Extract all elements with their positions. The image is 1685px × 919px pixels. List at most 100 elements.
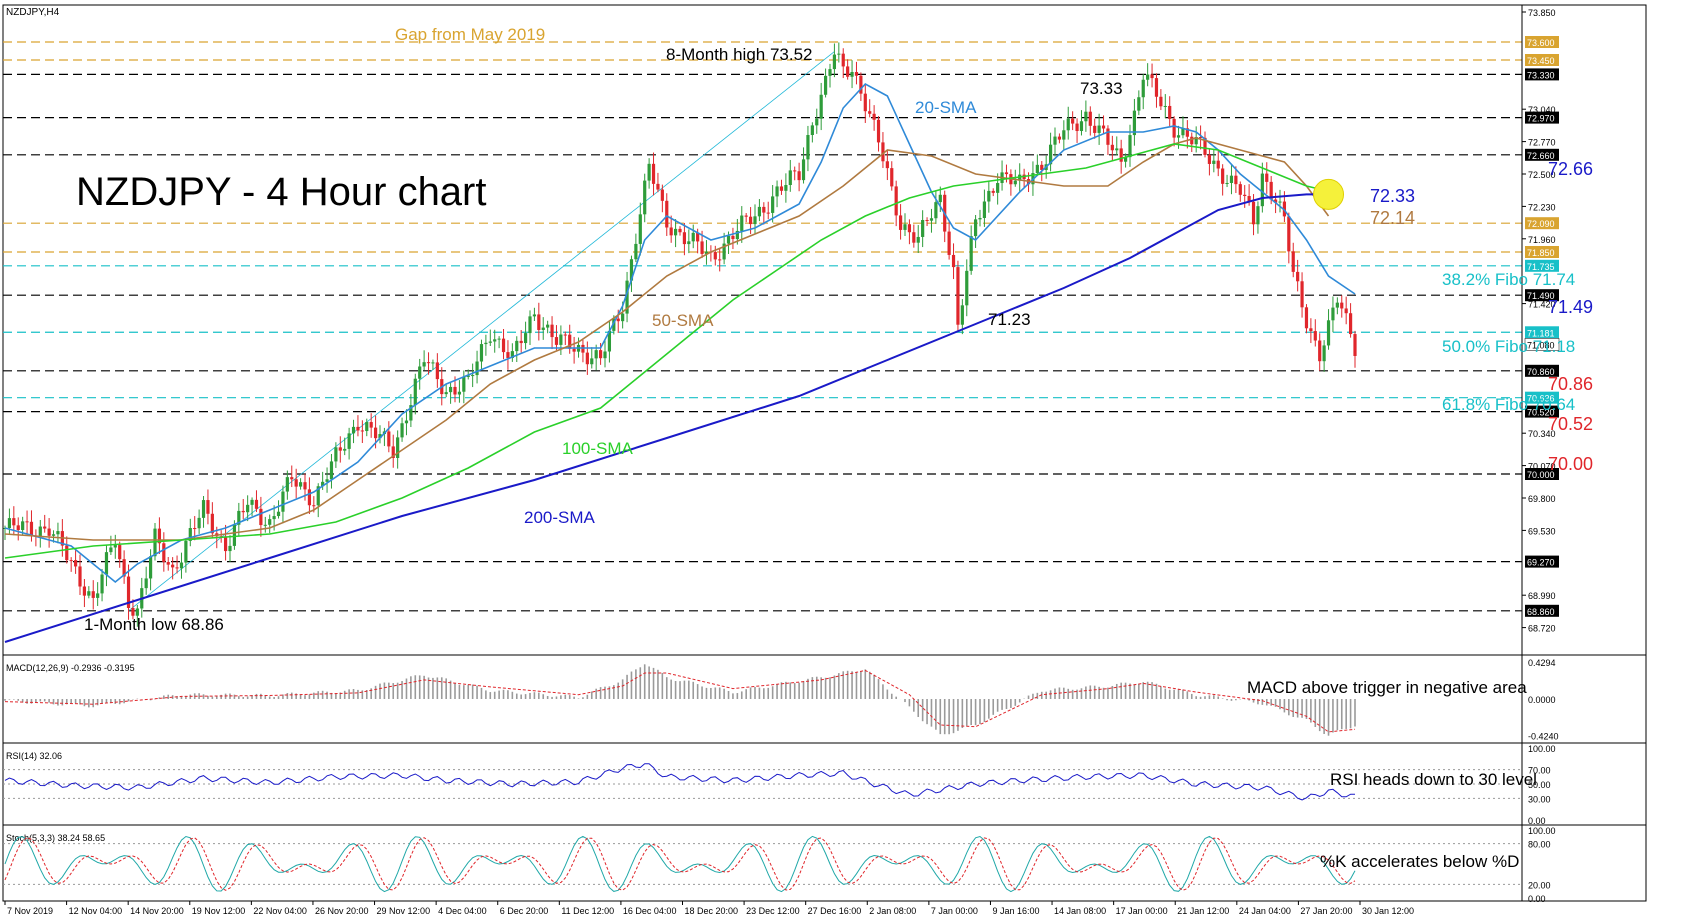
candle-body — [925, 220, 929, 222]
candle-body — [157, 528, 162, 544]
candle-body — [859, 75, 863, 94]
candle-body — [1146, 74, 1150, 80]
candle-body — [378, 434, 382, 439]
candle-body — [400, 423, 404, 438]
x-tick-label: 7 Jan 00:00 — [931, 906, 978, 916]
candle-body — [1110, 144, 1114, 151]
candle-body — [457, 391, 462, 395]
candle-body — [268, 519, 272, 525]
candle-body — [475, 361, 479, 376]
candle-body — [594, 350, 598, 359]
candle-body — [665, 200, 669, 228]
stoch-tick: 100.00 — [1528, 826, 1556, 836]
candle-body — [885, 161, 889, 169]
candle-body — [303, 482, 307, 490]
candle-body — [823, 75, 828, 95]
level-tag-text: 72.970 — [1527, 114, 1555, 124]
candle-body — [126, 576, 131, 609]
candle-body — [1106, 128, 1110, 145]
candle-body — [929, 218, 934, 221]
candle-body — [404, 420, 409, 424]
candle-body — [1079, 121, 1084, 132]
candle-body — [197, 517, 201, 529]
candle-body — [466, 375, 470, 377]
candle-body — [612, 318, 616, 331]
candle-body — [47, 528, 51, 536]
level-7052-label: 70.52 — [1548, 414, 1593, 434]
candle-body — [510, 351, 514, 358]
candle-body — [806, 135, 810, 160]
candle-body — [184, 540, 188, 563]
candle-body — [550, 324, 554, 338]
macd-tick: 0.0000 — [1528, 695, 1556, 705]
candle-body — [148, 556, 153, 579]
candle-body — [387, 431, 391, 447]
candle-body — [16, 525, 20, 531]
x-tick-label: 18 Dec 20:00 — [685, 906, 739, 916]
level-tag-text: 71.735 — [1527, 262, 1555, 272]
candle-body — [281, 491, 285, 512]
level-tag-text: 70.636 — [1527, 394, 1555, 404]
candle-body — [1278, 201, 1282, 203]
candle-body — [1234, 175, 1238, 185]
candle-body — [1247, 196, 1251, 202]
candle-body — [232, 524, 237, 546]
candle-body — [956, 267, 960, 325]
candle-body — [488, 341, 492, 343]
y-tick-label: 69.800 — [1528, 494, 1556, 504]
high-label: 8-Month high 73.52 — [666, 45, 813, 64]
candle-body — [87, 591, 91, 596]
candle-body — [815, 118, 819, 126]
candle-body — [1181, 128, 1185, 136]
x-tick-label: 26 Nov 20:00 — [315, 906, 369, 916]
candle-body — [1221, 168, 1225, 184]
candle-body — [854, 72, 859, 76]
rsi-tick: 30.00 — [1528, 794, 1551, 804]
candle-body — [559, 334, 563, 345]
candle-body — [1101, 125, 1106, 129]
level-tag — [1525, 289, 1559, 302]
candle-body — [422, 362, 426, 367]
candle-body — [757, 206, 762, 217]
candle-body — [38, 526, 42, 537]
candle-body — [7, 518, 12, 528]
stoch-tick: 20.00 — [1528, 880, 1551, 890]
candle-body — [360, 430, 364, 432]
x-tick-label: 23 Dec 12:00 — [746, 906, 800, 916]
candle-body — [731, 235, 735, 240]
peak-label: 73.33 — [1080, 79, 1123, 98]
candle-body — [1071, 118, 1075, 124]
y-tick-label: 71.420 — [1528, 300, 1556, 310]
candle-body — [704, 251, 709, 254]
candle-body — [603, 351, 607, 359]
candle-body — [444, 392, 448, 395]
candle-body — [568, 334, 572, 349]
x-tick-label: 22 Nov 04:00 — [253, 906, 307, 916]
price-axis: 73.600 73.450 73.330 72.970 72.660 72.090 71.8… — [1521, 5, 1560, 901]
candle-body — [325, 479, 329, 482]
annotations: Gap from May 2019 8-Month high 73.52 1-Mon… — [84, 25, 1593, 634]
candle-body — [1084, 111, 1088, 122]
candle-body — [740, 215, 744, 231]
candle-body — [246, 504, 250, 513]
candle-body — [241, 510, 245, 513]
candle-body — [947, 231, 951, 255]
candle-body — [647, 163, 651, 181]
candle-body — [1066, 118, 1070, 131]
moving-averages — [4, 82, 1356, 643]
candle-body — [171, 564, 175, 568]
candle-body — [166, 562, 170, 565]
candle-body — [82, 586, 87, 596]
level-tag — [1525, 148, 1559, 161]
candle-body — [201, 500, 206, 518]
candle-body — [1123, 157, 1128, 162]
x-tick-label: 11 Dec 12:00 — [561, 906, 614, 916]
candle-body — [250, 499, 254, 505]
candle-body — [51, 534, 56, 536]
rsi-tick: 70.00 — [1528, 766, 1551, 776]
candle-body — [409, 405, 413, 421]
candle-body — [413, 378, 417, 406]
level-tag — [1525, 555, 1559, 568]
candle-body — [78, 566, 82, 587]
candle-body — [1097, 125, 1101, 133]
